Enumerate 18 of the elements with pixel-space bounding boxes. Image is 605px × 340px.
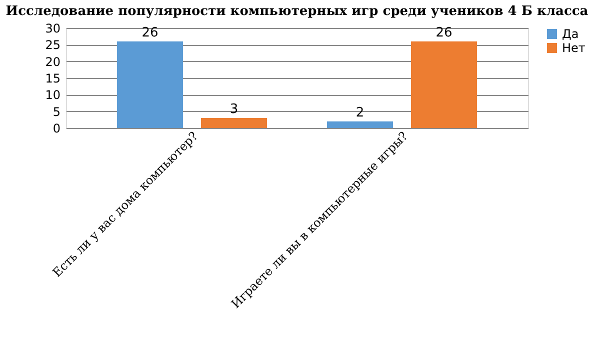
legend-label: Нет: [562, 41, 586, 55]
y-tick-label: 20: [45, 54, 60, 69]
y-tick-label: 10: [45, 88, 60, 102]
y-tick-label: 15: [45, 72, 60, 86]
bar: [117, 41, 183, 128]
y-tick-label: 30: [45, 22, 60, 36]
data-label: 26: [436, 25, 452, 40]
y-tick-label: 25: [45, 38, 60, 52]
data-label: 3: [230, 102, 238, 117]
data-label: 26: [142, 25, 158, 40]
bar: [411, 41, 477, 128]
y-tick-label: 5: [52, 104, 60, 119]
y-tick-label: 0: [52, 122, 60, 136]
chart-title: Исследование популярности компьютерных игр среди учеников 4 Б класса: [6, 4, 589, 19]
bar: [327, 121, 393, 128]
data-label: 2: [356, 105, 364, 120]
legend-label: Да: [562, 27, 579, 41]
bar: [201, 118, 267, 128]
